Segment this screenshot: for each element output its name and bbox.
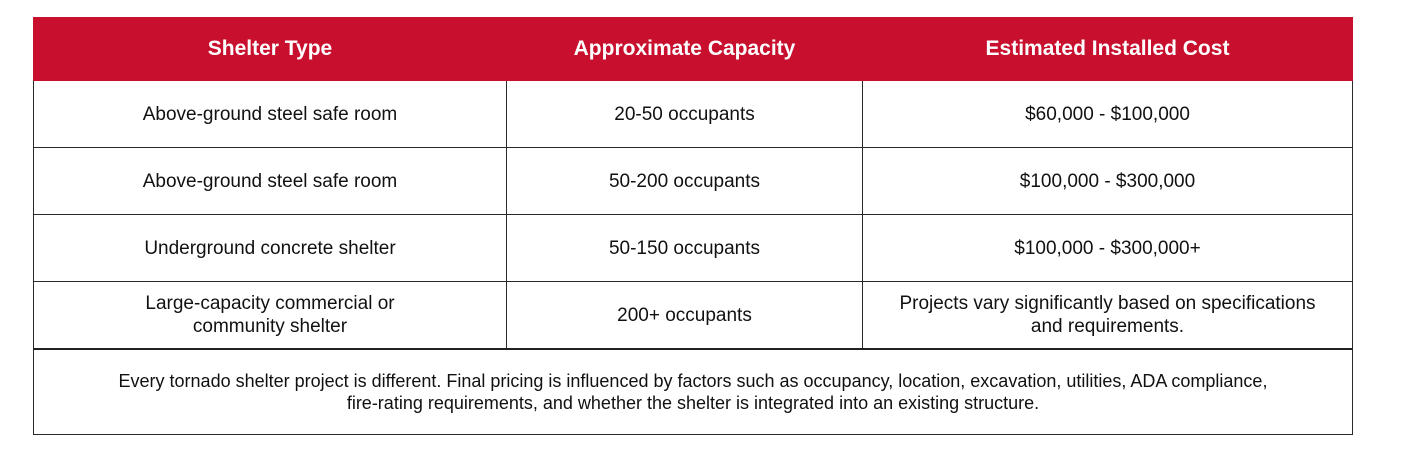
shelter-cost-table: Shelter Type Approximate Capacity Estima… xyxy=(33,17,1353,435)
cell-capacity: 50-150 occupants xyxy=(506,214,863,282)
cell-shelter-type: Above-ground steel safe room xyxy=(33,147,507,215)
table-footer: Every tornado shelter project is differe… xyxy=(33,349,1353,435)
table-row: Above-ground steel safe room 50-200 occu… xyxy=(33,147,1353,215)
footnote-row: Every tornado shelter project is differe… xyxy=(33,349,1353,435)
shelter-cost-table-container: Shelter Type Approximate Capacity Estima… xyxy=(33,17,1353,435)
header-approximate-capacity: Approximate Capacity xyxy=(506,17,863,81)
cell-cost: $60,000 - $100,000 xyxy=(862,80,1353,148)
footnote: Every tornado shelter project is differe… xyxy=(33,349,1353,435)
table-row: Above-ground steel safe room 20-50 occup… xyxy=(33,80,1353,148)
cell-cost: Projects vary significantly based on spe… xyxy=(862,281,1353,350)
header-row: Shelter Type Approximate Capacity Estima… xyxy=(33,17,1353,81)
table-row: Large-capacity commercial or community s… xyxy=(33,281,1353,350)
cell-capacity: 200+ occupants xyxy=(506,281,863,350)
cell-shelter-type: Above-ground steel safe room xyxy=(33,80,507,148)
cell-shelter-type: Large-capacity commercial or community s… xyxy=(33,281,507,350)
table-header: Shelter Type Approximate Capacity Estima… xyxy=(33,17,1353,81)
cell-cost: $100,000 - $300,000 xyxy=(862,147,1353,215)
table-body: Above-ground steel safe room 20-50 occup… xyxy=(33,80,1353,350)
cell-capacity: 20-50 occupants xyxy=(506,80,863,148)
cell-cost: $100,000 - $300,000+ xyxy=(862,214,1353,282)
table-row: Underground concrete shelter 50-150 occu… xyxy=(33,214,1353,282)
cell-capacity: 50-200 occupants xyxy=(506,147,863,215)
cell-shelter-type: Underground concrete shelter xyxy=(33,214,507,282)
header-estimated-installed-cost: Estimated Installed Cost xyxy=(862,17,1353,81)
header-shelter-type: Shelter Type xyxy=(33,17,507,81)
